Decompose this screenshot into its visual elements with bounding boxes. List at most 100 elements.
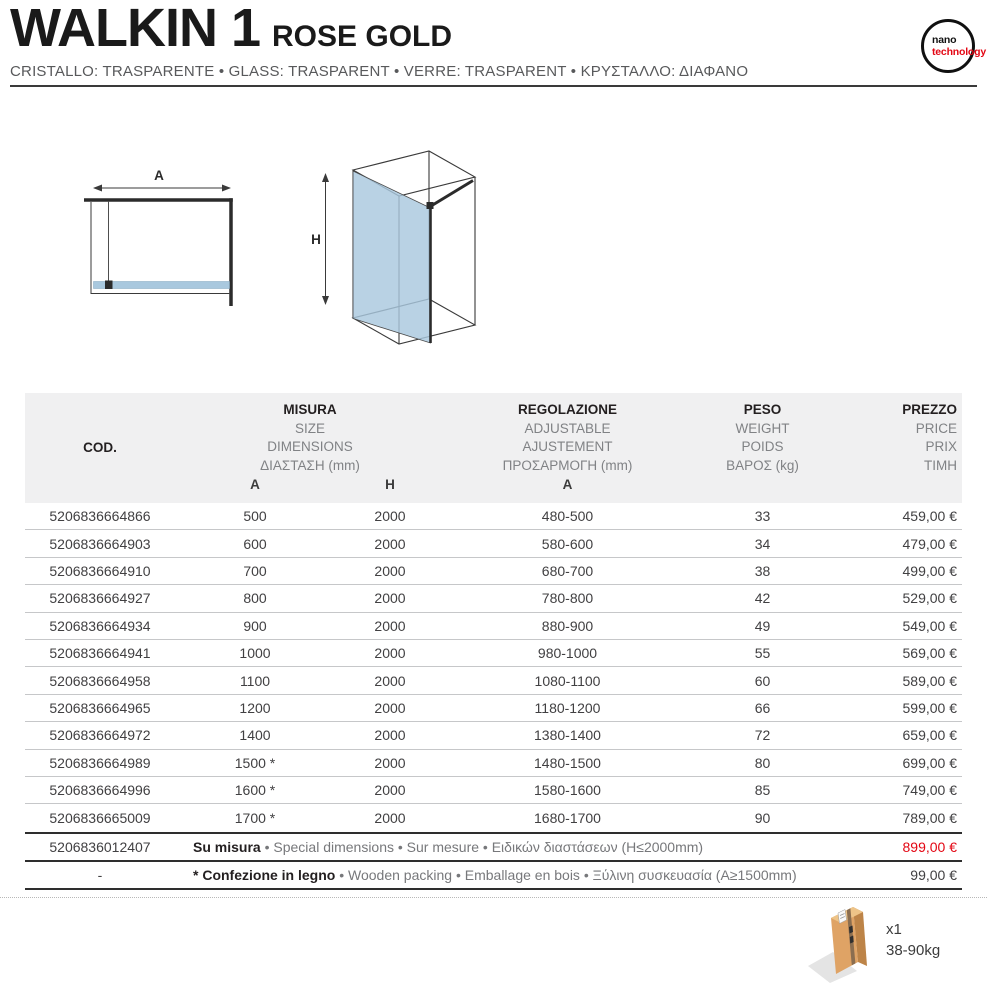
glass-panel: [352, 170, 431, 344]
bracket-top-view: [105, 280, 113, 289]
adjust-range: 1480-1500: [534, 754, 601, 771]
price: 529,00 €: [902, 590, 958, 607]
product-code: 5206836664934: [49, 617, 151, 634]
table-header: COD. MISURA SIZE DIMENSIONS ΔΙΑΣΤΑΣΗ (mm…: [25, 393, 962, 503]
price: 99,00 €: [910, 866, 957, 883]
arrowhead-up: [322, 173, 329, 182]
product-code: 5206836664941: [49, 645, 151, 662]
weight: 49: [754, 617, 771, 634]
size-a: 800: [243, 590, 267, 607]
fragile-mark: [849, 925, 853, 934]
top-view-diagram: A: [84, 168, 233, 306]
size-h: 2000: [374, 699, 406, 716]
size-a: 700: [243, 562, 267, 579]
size-h: 2000: [374, 727, 406, 744]
subcolumn-a: A: [250, 477, 260, 492]
weight: 80: [754, 754, 771, 771]
page-title: WALKIN 1: [10, 0, 261, 58]
product-code: -: [97, 866, 103, 883]
package-info: x1 38-90kg: [886, 919, 940, 961]
package-icon: [808, 907, 867, 983]
package-weight-range: 38-90kg: [886, 942, 941, 959]
cut-line: [0, 897, 987, 898]
size-h: 2000: [374, 754, 406, 771]
product-code: 5206836664989: [49, 754, 151, 771]
logo-text-technology: technology: [932, 46, 987, 58]
size-a: 1400: [239, 727, 271, 744]
custom-size-row: 5206836012407 Su misura • Special dimens…: [25, 831, 962, 860]
price: 659,00 €: [902, 727, 958, 744]
adjust-range: 680-700: [541, 562, 594, 579]
logo-text-nano: nano: [932, 33, 957, 46]
label-line: [839, 913, 845, 916]
package-label: [837, 909, 847, 924]
product-variant: ROSE GOLD: [272, 20, 453, 53]
column-header-size: MISURA SIZE DIMENSIONS ΔΙΑΣΤΑΣΗ (mm): [260, 402, 360, 473]
price: 789,00 €: [902, 809, 958, 826]
weight: 34: [754, 535, 771, 552]
adjust-range: 1180-1200: [534, 699, 601, 716]
weight: 60: [754, 672, 771, 689]
table-row: 5206836664910 700 2000 680-700 38 499,00…: [25, 558, 962, 586]
weight: 72: [754, 727, 771, 744]
glass-panel-top-view: [93, 281, 230, 289]
product-code: 5206836664866: [49, 508, 151, 525]
price: 899,00 €: [902, 838, 958, 855]
price: 459,00 €: [902, 508, 958, 525]
subcolumn-h: H: [385, 477, 395, 492]
package-shadow: [808, 952, 857, 983]
adjust-range: 580-600: [541, 535, 594, 552]
column-header-cod: COD.: [83, 440, 117, 455]
product-code: 5206836664996: [49, 782, 151, 799]
label-line: [840, 916, 845, 919]
wooden-packing-row: - * Confezione in legno • Wooden packing…: [25, 859, 962, 888]
arrowhead-right: [222, 184, 231, 192]
glass-spec-subtitle: CRISTALLO: TRASPARENTE • GLASS: TRASPARE…: [10, 63, 749, 80]
product-code: 5206836664910: [49, 562, 151, 579]
size-h: 2000: [374, 809, 406, 826]
custom-size-description: Su misura • Special dimensions • Sur mes…: [193, 838, 704, 855]
price: 699,00 €: [902, 754, 958, 771]
adjust-range: 780-800: [541, 590, 594, 607]
product-code: 5206836664972: [49, 727, 151, 744]
size-a: 1700 *: [234, 809, 276, 826]
adjust-range: 880-900: [541, 617, 594, 634]
product-code: 5206836665009: [49, 809, 151, 826]
product-code: 5206836664903: [49, 535, 151, 552]
perspective-view-diagram: H: [311, 150, 477, 345]
adjust-range: 980-1000: [537, 645, 598, 662]
price: 549,00 €: [902, 617, 958, 634]
price: 599,00 €: [902, 699, 958, 716]
size-h: 2000: [374, 617, 406, 634]
table-row: 5206836664989 1500 * 2000 1480-1500 80 6…: [25, 750, 962, 777]
table-row: 5206836664972 1400 2000 1380-1400 72 659…: [25, 722, 962, 750]
support-bracket: [426, 202, 434, 209]
table-row: 5206836664941 1000 2000 980-1000 55 569,…: [25, 640, 962, 668]
arrowhead-down: [322, 296, 329, 305]
price-table: COD. MISURA SIZE DIMENSIONS ΔΙΑΣΤΑΣΗ (mm…: [25, 393, 962, 890]
size-a: 500: [243, 508, 267, 525]
weight: 85: [754, 782, 771, 799]
size-a: 1100: [239, 672, 271, 689]
product-code: 5206836664927: [49, 590, 151, 607]
adjust-range: 1380-1400: [534, 727, 601, 744]
column-header-weight: PESO WEIGHT POIDS ΒΑΡΟΣ (kg): [726, 402, 799, 473]
table-row: 5206836664866 500 2000 480-500 33 459,00…: [25, 503, 962, 531]
package-quantity: x1: [886, 921, 902, 938]
size-a: 900: [243, 617, 267, 634]
adjust-range: 1080-1100: [534, 672, 601, 689]
size-a: 1600 *: [234, 782, 276, 799]
table-row: 5206836664958 1100 2000 1080-1100 60 589…: [25, 667, 962, 695]
subcolumn-reg-a: A: [562, 477, 573, 492]
table-row: 5206836665009 1700 * 2000 1680-1700 90 7…: [25, 804, 962, 831]
table-row: 5206836664996 1600 * 2000 1580-1600 85 7…: [25, 777, 962, 805]
price: 749,00 €: [902, 782, 958, 799]
table-row: 5206836664927 800 2000 780-800 42 529,00…: [25, 585, 962, 613]
size-h: 2000: [374, 782, 406, 799]
product-code: 5206836664965: [49, 699, 151, 716]
arrowhead-left: [93, 184, 102, 192]
size-h: 2000: [374, 508, 406, 525]
table-row: 5206836664934 900 2000 880-900 49 549,00…: [25, 613, 962, 640]
adjust-range: 1580-1600: [534, 782, 601, 799]
